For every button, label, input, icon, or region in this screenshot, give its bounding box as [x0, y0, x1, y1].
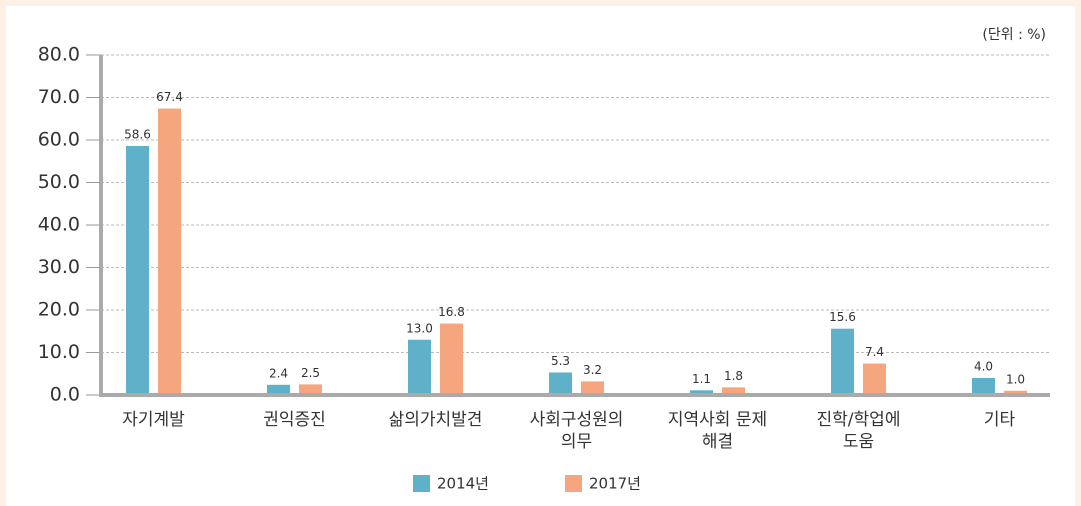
x-tick-label: 자기계발 — [122, 410, 185, 430]
x-tick-label: 권익증진 — [263, 410, 326, 430]
legend-swatch — [565, 475, 582, 492]
x-tick-label: 진학/학업에 도움 — [817, 410, 901, 452]
value-label: 58.6 — [124, 127, 151, 141]
legend-label: 2014년 — [437, 475, 489, 493]
value-label: 3.2 — [583, 363, 602, 377]
unit-note: (단위 : %) — [982, 27, 1046, 43]
value-label: 5.3 — [551, 354, 570, 368]
y-tick-label: 60.0 — [38, 129, 80, 151]
y-tick-label: 20.0 — [38, 299, 80, 321]
value-label: 1.1 — [692, 372, 711, 386]
bar — [299, 384, 322, 395]
y-tick-label: 0.0 — [50, 384, 80, 406]
bar — [267, 384, 290, 395]
bar — [1004, 390, 1027, 395]
x-tick-label: 삶의가치발견 — [389, 410, 483, 430]
value-label: 15.6 — [829, 310, 856, 324]
bar — [690, 390, 713, 395]
bar — [863, 363, 886, 395]
y-tick-label: 40.0 — [38, 214, 80, 236]
value-label: 1.0 — [1006, 372, 1025, 386]
x-tick-label: 지역사회 문제 해결 — [668, 410, 767, 452]
bar — [440, 323, 463, 395]
legend-label: 2017년 — [589, 475, 641, 493]
bar — [722, 387, 745, 395]
bar — [549, 372, 572, 395]
bar — [581, 381, 604, 395]
y-tick-label: 80.0 — [38, 44, 80, 66]
value-label: 67.4 — [156, 90, 183, 104]
y-tick-label: 10.0 — [38, 341, 80, 363]
value-label: 16.8 — [438, 305, 465, 319]
value-label: 13.0 — [406, 321, 433, 335]
bar — [831, 328, 854, 395]
panel — [6, 6, 1075, 506]
value-label: 2.5 — [301, 366, 320, 380]
bar — [972, 378, 995, 395]
y-tick-label: 30.0 — [38, 256, 80, 278]
value-label: 1.8 — [724, 369, 743, 383]
x-tick-label: 기타 — [984, 410, 1016, 430]
legend-swatch — [413, 475, 430, 492]
value-label: 4.0 — [974, 360, 993, 374]
value-label: 7.4 — [865, 345, 884, 359]
bar — [408, 339, 431, 395]
y-tick-label: 50.0 — [38, 171, 80, 193]
x-tick-label: 사회구성원의 의무 — [530, 410, 624, 452]
bar — [158, 108, 181, 396]
value-label: 2.4 — [269, 366, 288, 380]
bar — [126, 145, 149, 395]
y-tick-label: 70.0 — [38, 86, 80, 108]
